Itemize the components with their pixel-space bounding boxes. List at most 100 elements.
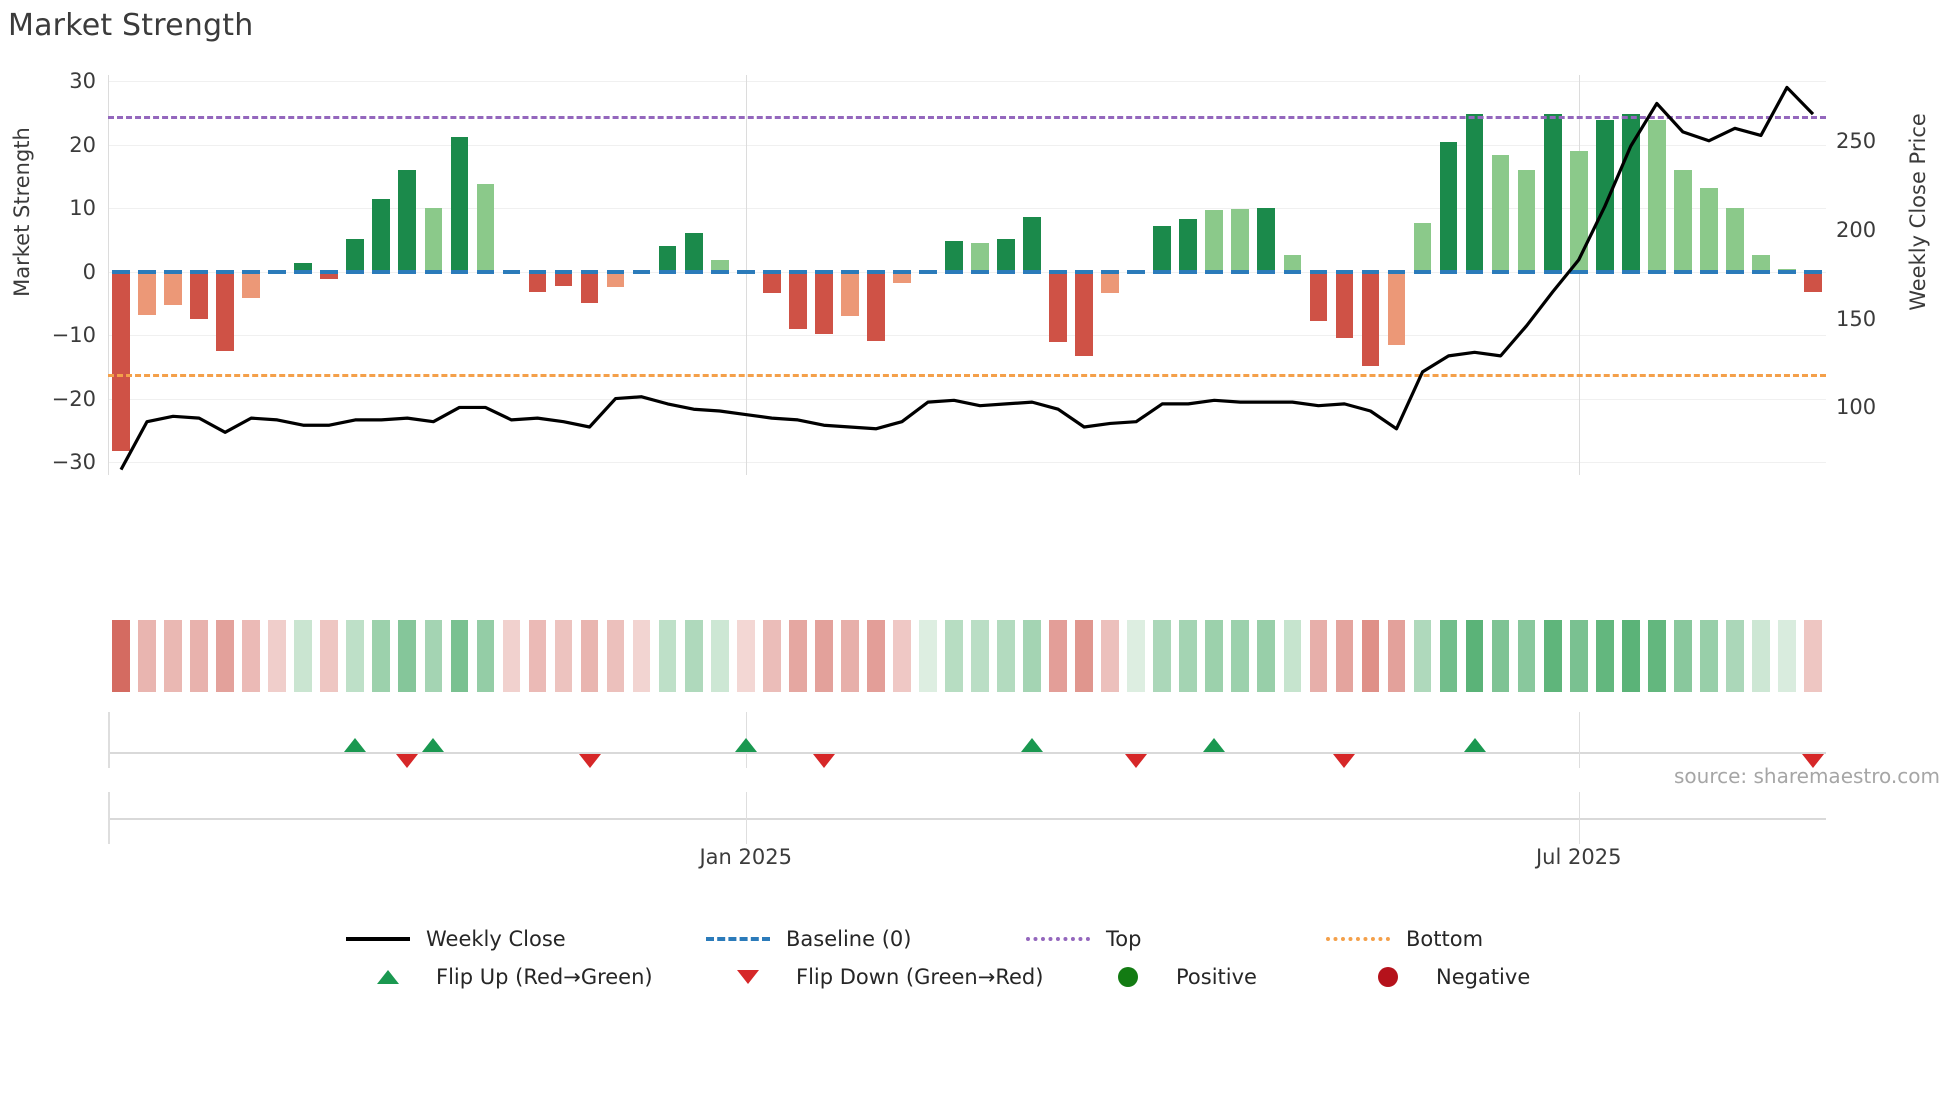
baseline-segment [814, 269, 833, 274]
heatmap-cell [997, 620, 1015, 692]
baseline-segment [1752, 269, 1770, 274]
legend-label: Negative [1436, 965, 1531, 989]
flip-row-rule [108, 752, 1826, 754]
heatmap-cell [190, 620, 208, 692]
baseline-segment [1778, 269, 1796, 274]
strength-bar [1075, 271, 1093, 357]
strength-bar [1387, 271, 1406, 346]
legend-item[interactable]: Negative [1350, 965, 1610, 989]
heatmap-cell [1804, 620, 1822, 692]
baseline-segment [919, 269, 937, 274]
baseline-segment [867, 269, 885, 274]
baseline-segment [320, 269, 339, 274]
legend-key [1320, 937, 1396, 941]
legend-item[interactable]: Bottom [1320, 927, 1620, 951]
heatmap-cell [138, 620, 156, 692]
gridline [108, 271, 1826, 273]
heatmap-cell [658, 620, 677, 692]
heatmap-cell [1205, 620, 1224, 692]
legend-item[interactable]: Weekly Close [340, 927, 700, 951]
baseline-segment [684, 269, 703, 274]
baseline-segment [1595, 269, 1614, 274]
baseline-segment [112, 269, 130, 274]
heatmap-cell [1309, 620, 1328, 692]
heatmap-cell [606, 620, 625, 692]
strength-bar [814, 271, 833, 335]
heatmap-cell [1569, 620, 1588, 692]
baseline-segment [1387, 269, 1406, 274]
baseline-segment [710, 269, 729, 274]
left-axis-tick-labels: 30 20 10 0 −10 −20 −30 [0, 69, 96, 475]
legend-row: Weekly Close Baseline (0) Top Bottom [0, 920, 1960, 958]
baseline-segment [1075, 269, 1093, 274]
baseline-segment [294, 269, 313, 274]
legend-item[interactable]: Baseline (0) [700, 927, 1020, 951]
heatmap-cell [398, 620, 417, 692]
solid-line-icon [346, 937, 410, 941]
strength-bar [945, 241, 963, 272]
baseline-segment [1700, 269, 1718, 274]
flip-up-marker [1203, 738, 1226, 752]
strength-bar [684, 233, 703, 272]
heatmap-cell [216, 620, 234, 692]
legend-item[interactable]: Top [1020, 927, 1320, 951]
baseline-segment [632, 269, 651, 274]
baseline-segment [1309, 269, 1328, 274]
baseline-segment [346, 269, 365, 274]
legend-item[interactable]: Flip Up (Red→Green) [350, 965, 710, 989]
left-axis-tick: 0 [82, 259, 96, 284]
flip-marker-row [108, 700, 1826, 792]
legend-item[interactable]: Flip Down (Green→Red) [710, 965, 1090, 989]
dashed-line-icon [706, 937, 770, 941]
legend-label: Top [1106, 927, 1142, 951]
gridline [108, 462, 1826, 464]
flip-up-marker [422, 738, 445, 752]
flip-down-marker [812, 754, 835, 768]
right-axis-tick: 100 [1836, 395, 1877, 420]
flip-row-tick-line [1578, 712, 1581, 768]
strength-bar [997, 239, 1015, 272]
legend-key [1020, 937, 1096, 941]
heatmap-cell [1387, 620, 1406, 692]
strength-bar [424, 207, 443, 272]
heatmap-cell [971, 620, 989, 692]
flip-up-marker [1463, 738, 1486, 752]
left-axis-tick: 30 [69, 69, 96, 94]
flip-down-marker [396, 754, 419, 768]
legend-row: Flip Up (Red→Green) Flip Down (Green→Red)… [0, 958, 1960, 996]
strength-bar [164, 271, 182, 306]
heatmap-cell [1361, 620, 1380, 692]
baseline-segment [190, 269, 208, 274]
strength-bar [788, 271, 807, 329]
dotted-line-icon [1026, 937, 1090, 941]
legend-item[interactable]: Positive [1090, 965, 1350, 989]
heatmap-cell [346, 620, 365, 692]
baseline-segment [1127, 269, 1146, 274]
weekly-close-line [119, 85, 1815, 471]
baseline-segment [268, 269, 287, 274]
baseline-segment [1647, 269, 1666, 274]
heatmap-cell [1700, 620, 1718, 692]
chart-legend: Weekly Close Baseline (0) Top Bottom Flip Up… [0, 920, 1960, 996]
gridline [108, 335, 1826, 337]
legend-key [340, 937, 416, 941]
flip-up-marker [734, 738, 757, 752]
gridline [108, 144, 1826, 146]
gridline [108, 208, 1826, 210]
footer-tick-line [1578, 792, 1581, 844]
heatmap-cell [1075, 620, 1093, 692]
heatmap-cell [1726, 620, 1744, 692]
heatmap-cell [1413, 620, 1432, 692]
baseline-segment [762, 269, 781, 274]
heatmap-cell [867, 620, 885, 692]
strength-bar [606, 271, 625, 288]
strength-bar [138, 271, 156, 315]
heatmap-cell [788, 620, 807, 692]
strength-bar [1309, 271, 1328, 321]
footer-rule-area [108, 792, 1826, 844]
baseline-segment [450, 269, 469, 274]
legend-label: Bottom [1406, 927, 1484, 951]
heatmap-cell [1595, 620, 1614, 692]
heatmap-cell [502, 620, 521, 692]
